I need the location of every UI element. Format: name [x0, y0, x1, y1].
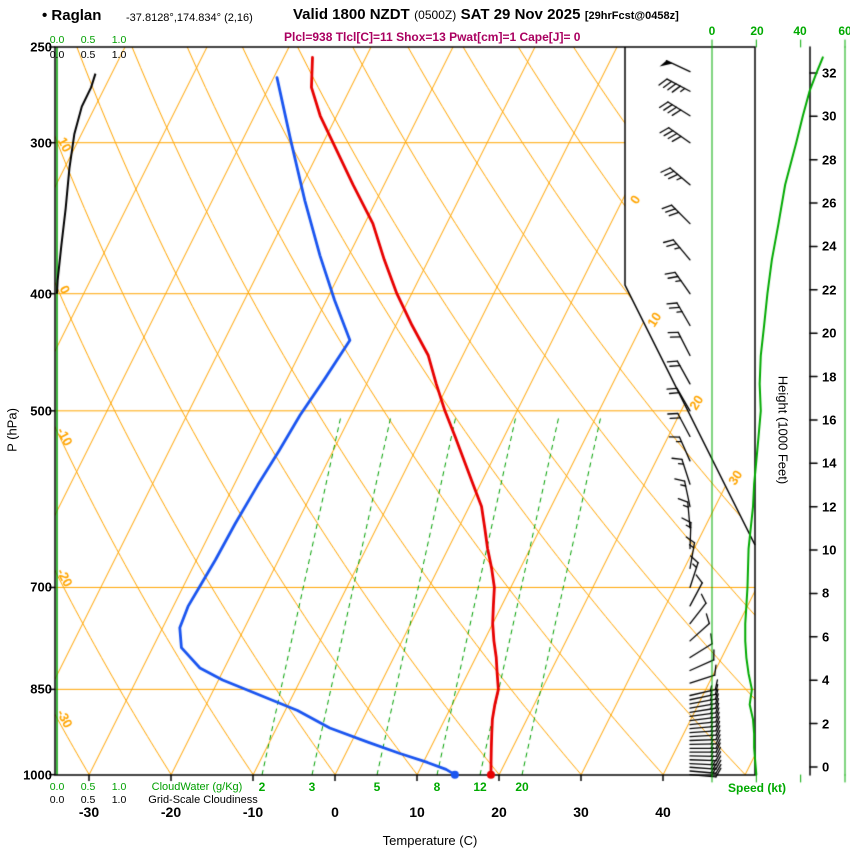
height-tick-label: 32 — [822, 65, 837, 81]
mixing-ratio-label: 12 — [473, 780, 487, 794]
mixing-ratio-label: 5 — [373, 780, 381, 794]
pressure-tick-label: 700 — [30, 579, 52, 595]
height-tick-label: 16 — [822, 412, 837, 428]
temperature-tick-label: 20 — [491, 804, 507, 820]
pressure-tick-label: 400 — [30, 286, 52, 302]
height-tick-label: 22 — [822, 282, 837, 298]
station-name: • Raglan — [42, 7, 102, 24]
mixing-ratio-label: 20 — [515, 780, 529, 794]
temperature-tick-label: 10 — [409, 804, 425, 820]
pressure-tick-label: 500 — [30, 403, 52, 419]
cloudiness-scale-top: 0.0 — [49, 49, 65, 61]
temperature-tick-label: -20 — [160, 804, 182, 820]
height-tick-label: 10 — [822, 542, 837, 558]
pressure-tick-label: 250 — [30, 39, 52, 55]
speed-tick-label: 0 — [708, 24, 716, 38]
temperature-axis-title: Temperature (C) — [382, 833, 478, 848]
height-tick-label: 8 — [822, 585, 830, 601]
height-tick-label: 20 — [822, 325, 837, 341]
temperature-tick-label: 30 — [573, 804, 589, 820]
temperature-tick-label: 40 — [655, 804, 671, 820]
height-tick-label: 14 — [822, 455, 837, 471]
cloudwater-scale-bottom: 0.0 — [49, 781, 65, 793]
height-axis-title: Height (1000 Feet) — [775, 375, 791, 485]
height-tick-label: 4 — [822, 672, 830, 688]
pressure-tick-label: 300 — [30, 135, 52, 151]
pressure-tick-label: 1000 — [23, 767, 52, 783]
cloudiness-scale-bottom: 0.0 — [49, 794, 65, 806]
height-tick-label: 2 — [822, 716, 830, 732]
height-tick-label: 30 — [822, 108, 837, 124]
height-tick-label: 26 — [822, 195, 837, 211]
station-coords: -37.8128°,174.834° (2,16) — [126, 12, 253, 24]
valid-date: SAT 29 Nov 2025 — [460, 6, 581, 23]
cloudwater-scale-bottom: 0.5 — [80, 781, 96, 793]
height-tick-label: 28 — [822, 152, 837, 168]
forecast-tag: [29hrFcst@0458z] — [584, 10, 679, 22]
height-tick-label: 0 — [822, 759, 830, 775]
temperature-tick-label: 0 — [331, 804, 339, 820]
speed-tick-label: 20 — [750, 24, 764, 38]
mixing-ratio-label: 2 — [258, 780, 266, 794]
speed-axis-title: Speed (kt) — [727, 781, 787, 795]
height-tick-label: 6 — [822, 629, 830, 645]
temperature-tick-label: -10 — [242, 804, 264, 820]
valid-time-line: Valid 1800 NZDT (0500Z) SAT 29 Nov 2025 … — [293, 6, 679, 24]
height-tick-label: 24 — [822, 238, 837, 254]
cloudwater-scale-top: 0.0 — [49, 34, 65, 46]
cloudiness-scale-top: 0.5 — [80, 49, 96, 61]
mixing-ratio-label: 8 — [433, 780, 441, 794]
cloudwater-scale-top: 0.5 — [80, 34, 96, 46]
cloudwater-scale-bottom: 1.0 — [111, 781, 127, 793]
valid-zulu: (0500Z) — [414, 8, 457, 22]
cloudiness-legend: Grid-Scale Cloudiness — [148, 794, 258, 806]
cloudwater-scale-top: 1.0 — [111, 34, 127, 46]
height-tick-label: 12 — [822, 499, 837, 515]
pressure-axis-title: P (hPa) — [4, 408, 20, 452]
pressure-tick-label: 850 — [30, 681, 52, 697]
stability-indices: Plcl=938 Tlcl[C]=11 Shox=13 Pwat[cm]=1 C… — [284, 30, 581, 44]
temperature-tick-label: -30 — [78, 804, 100, 820]
height-tick-label: 18 — [822, 369, 837, 385]
cloudwater-legend: CloudWater (g/Kg) — [151, 781, 243, 793]
speed-tick-label: 60 — [838, 24, 850, 38]
cloudiness-scale-bottom: 1.0 — [111, 794, 127, 806]
cloudiness-scale-top: 1.0 — [111, 49, 127, 61]
valid-time: Valid 1800 NZDT — [293, 6, 410, 23]
mixing-ratio-label: 3 — [308, 780, 316, 794]
cloudiness-scale-bottom: 0.5 — [80, 794, 96, 806]
speed-tick-label: 40 — [793, 24, 807, 38]
